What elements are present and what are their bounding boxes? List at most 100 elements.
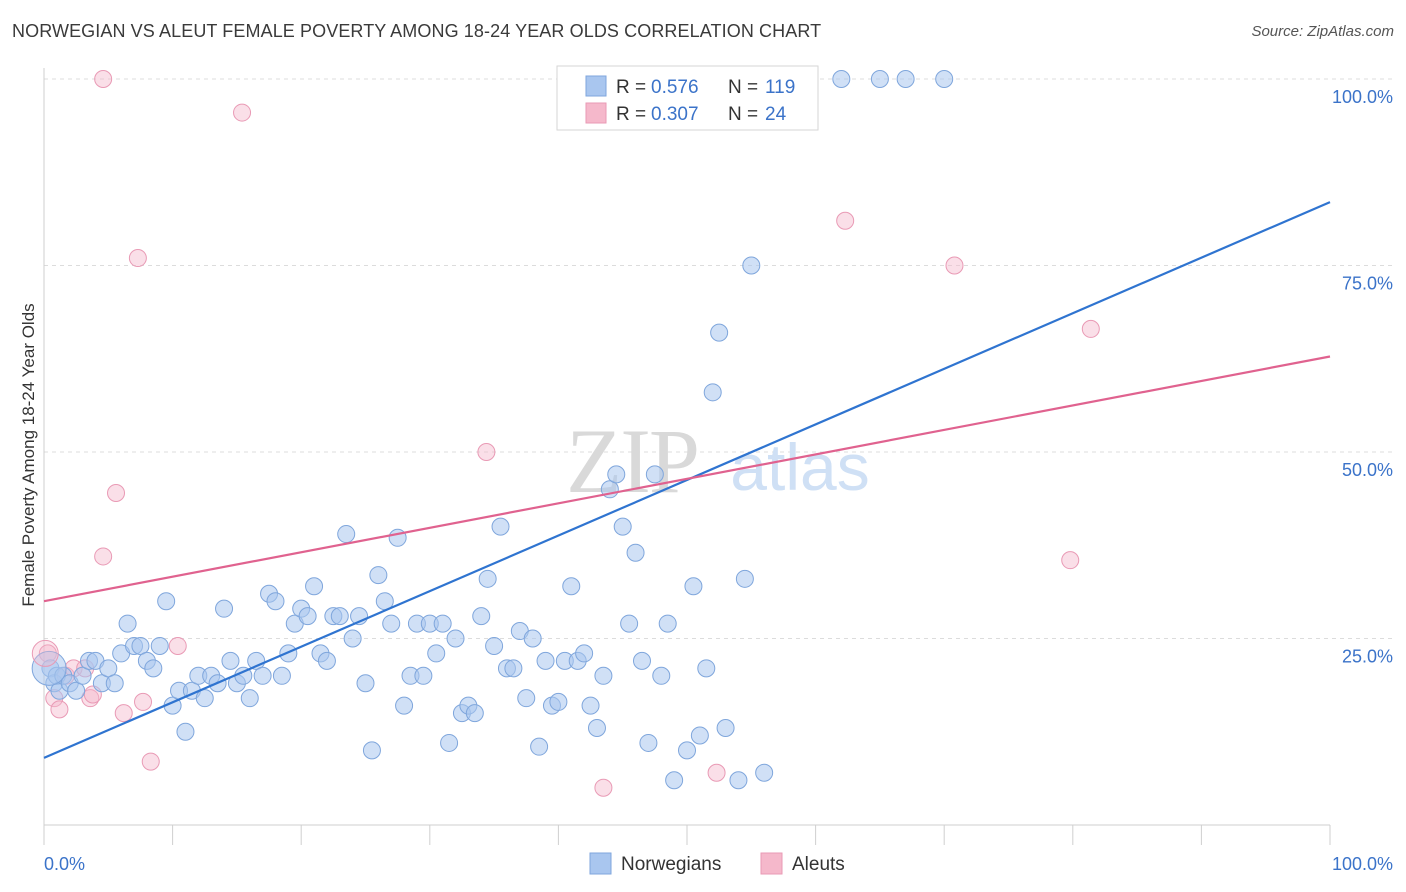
norwegian-point bbox=[658, 614, 677, 633]
norwegian-point bbox=[305, 577, 324, 596]
norwegian-point bbox=[395, 696, 414, 715]
norwegian-point bbox=[266, 592, 285, 611]
aleut-point-large bbox=[31, 639, 59, 667]
norwegian-point bbox=[536, 651, 555, 670]
norwegian-point bbox=[472, 607, 491, 626]
aleut-point bbox=[50, 700, 69, 719]
norwegian-point bbox=[665, 771, 684, 790]
norwegian-point bbox=[626, 543, 645, 562]
norwegian-point bbox=[652, 666, 671, 685]
norwegian-point bbox=[613, 517, 632, 536]
norwegian-point bbox=[73, 666, 92, 685]
norwegian-point bbox=[587, 719, 606, 738]
aleut-point bbox=[168, 636, 187, 655]
norwegian-point bbox=[485, 636, 504, 655]
norwegian-point-large bbox=[31, 650, 67, 686]
aleut-point bbox=[594, 778, 613, 797]
y-tick-label-25: 25.0% bbox=[1342, 647, 1393, 667]
norwegian-point bbox=[935, 70, 954, 88]
norwegian-point bbox=[176, 722, 195, 741]
norwegian-point bbox=[414, 666, 433, 685]
norwegians-n-label: N = bbox=[728, 77, 758, 98]
norwegian-point bbox=[504, 659, 523, 678]
norwegian-point bbox=[594, 666, 613, 685]
norwegian-point bbox=[639, 733, 658, 752]
norwegian-point bbox=[645, 465, 664, 484]
norwegian-point bbox=[369, 566, 388, 585]
norwegian-point bbox=[446, 629, 465, 648]
y-tick-label-100: 100.0% bbox=[1332, 87, 1393, 107]
norwegian-point bbox=[832, 70, 851, 88]
aleuts-trendline bbox=[43, 355, 1331, 603]
norwegian-point bbox=[240, 689, 259, 708]
norwegian-point bbox=[755, 763, 774, 782]
norwegian-point bbox=[150, 636, 169, 655]
norwegian-point bbox=[337, 525, 356, 544]
aleut-point bbox=[134, 692, 153, 711]
norwegian-point bbox=[144, 659, 163, 678]
norwegian-point bbox=[298, 607, 317, 626]
norwegian-point bbox=[690, 726, 709, 745]
source-credit: Source: ZipAtlas.com bbox=[1251, 23, 1394, 40]
aleut-point bbox=[114, 704, 133, 723]
norwegian-point bbox=[632, 651, 651, 670]
norwegian-point bbox=[253, 666, 272, 685]
norwegian-point bbox=[684, 577, 703, 596]
norwegian-point bbox=[330, 607, 349, 626]
norwegian-point bbox=[118, 614, 137, 633]
norwegian-point bbox=[742, 256, 761, 275]
norwegian-point bbox=[491, 517, 510, 536]
aleut-point bbox=[1061, 551, 1080, 570]
norwegian-point bbox=[105, 674, 124, 693]
norwegian-point bbox=[607, 465, 626, 484]
aleut-point bbox=[477, 443, 496, 461]
aleut-point bbox=[128, 249, 147, 268]
norwegian-point bbox=[67, 681, 86, 700]
aleut-point bbox=[94, 547, 113, 566]
aleuts-r-value: 0.307 bbox=[651, 104, 699, 125]
norwegian-point bbox=[99, 659, 118, 678]
aleut-point bbox=[945, 256, 964, 275]
aleut-point bbox=[707, 763, 726, 782]
norwegian-point bbox=[343, 629, 362, 648]
norwegian-point bbox=[710, 323, 729, 342]
norwegian-point bbox=[427, 644, 446, 663]
aleuts-legend-swatch bbox=[760, 852, 783, 875]
norwegian-point bbox=[716, 719, 735, 738]
norwegian-point bbox=[215, 599, 234, 618]
aleuts-r-label: R = bbox=[616, 104, 646, 125]
norwegian-point bbox=[317, 651, 336, 670]
x-tick-label-100: 100.0% bbox=[1332, 854, 1393, 874]
norwegian-point bbox=[221, 651, 240, 670]
y-tick-label-50: 50.0% bbox=[1342, 460, 1393, 480]
norwegian-point bbox=[157, 592, 176, 611]
norwegian-point bbox=[562, 577, 581, 596]
norwegian-point bbox=[530, 737, 549, 756]
aleuts-stats-swatch bbox=[585, 102, 607, 124]
norwegian-point bbox=[870, 70, 889, 88]
norwegian-point bbox=[735, 569, 754, 588]
norwegian-point bbox=[362, 741, 381, 760]
norwegian-point bbox=[549, 692, 568, 711]
norwegian-point bbox=[729, 771, 748, 790]
norwegian-point bbox=[575, 644, 594, 663]
norwegian-point bbox=[697, 659, 716, 678]
x-tick-label-0: 0.0% bbox=[44, 854, 85, 874]
norwegian-point bbox=[440, 733, 459, 752]
aleut-point bbox=[1081, 319, 1100, 338]
norwegians-r-value: 0.576 bbox=[651, 77, 699, 98]
norwegian-point bbox=[272, 666, 291, 685]
norwegian-point bbox=[382, 614, 401, 633]
norwegian-point bbox=[195, 689, 214, 708]
norwegian-point bbox=[478, 569, 497, 588]
norwegian-point bbox=[581, 696, 600, 715]
aleuts-n-value: 24 bbox=[765, 104, 787, 125]
aleut-point bbox=[94, 70, 113, 88]
norwegian-point bbox=[620, 614, 639, 633]
norwegians-legend-label: Norwegians bbox=[621, 854, 721, 875]
norwegians-stats-swatch bbox=[585, 75, 607, 97]
norwegians-n-value: 119 bbox=[765, 77, 795, 98]
norwegian-point bbox=[433, 614, 452, 633]
norwegians-r-label: R = bbox=[616, 77, 646, 98]
